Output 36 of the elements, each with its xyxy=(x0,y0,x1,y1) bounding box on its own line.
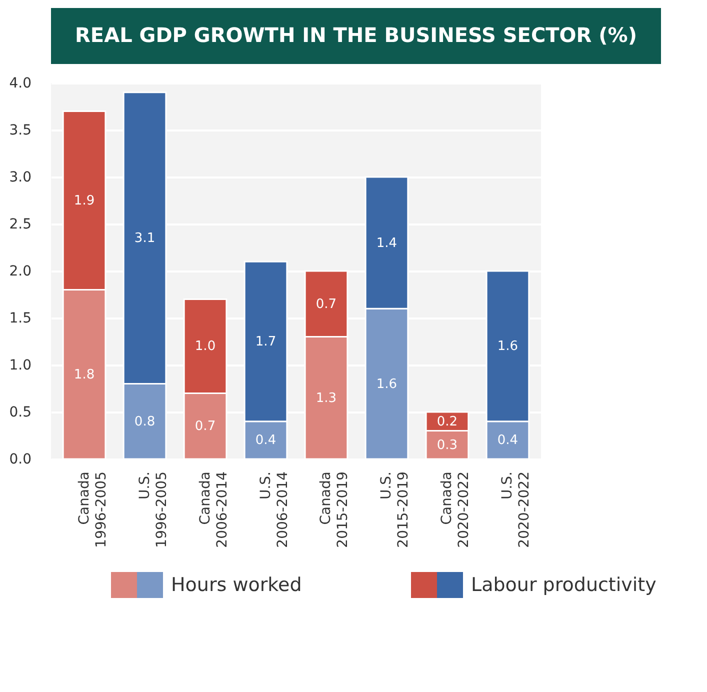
data-label: 1.6 xyxy=(376,376,398,392)
data-label: 1.7 xyxy=(255,334,276,350)
x-tick-label: Canada 1996-2005 xyxy=(76,472,110,548)
y-tick-label: 0.0 xyxy=(9,452,32,468)
data-label: 1.4 xyxy=(376,236,398,251)
y-tick-label: 1.5 xyxy=(9,310,32,326)
data-label: 1.8 xyxy=(74,367,95,382)
data-label: 0.4 xyxy=(255,433,276,448)
x-tick-label: Canada 2006-2014 xyxy=(197,471,230,548)
data-label: 1.3 xyxy=(316,390,337,406)
chart-title: REAL GDP GROWTH IN THE BUSINESS SECTOR (%) xyxy=(75,23,637,47)
data-label: 0.8 xyxy=(134,414,156,430)
y-tick-label: 2.5 xyxy=(9,216,32,232)
y-tick-label: 3.0 xyxy=(9,170,32,186)
x-tick-label: U.S. 2006-2014 xyxy=(258,471,291,548)
x-tick-label: Canada 2020-2022 xyxy=(439,472,472,548)
data-label: 1.6 xyxy=(497,339,518,354)
y-tick-label: 1.0 xyxy=(9,358,32,374)
y-tick-label: 0.5 xyxy=(9,404,32,420)
data-label: 0.2 xyxy=(436,414,458,430)
data-label: 0.4 xyxy=(497,433,518,448)
x-tick-label: U.S. 1996-2005 xyxy=(136,472,170,548)
y-tick-label: 3.5 xyxy=(9,122,32,138)
x-tick-label: Canada 2015-2019 xyxy=(318,472,352,548)
data-label: 0.7 xyxy=(316,296,337,312)
data-label: 0.3 xyxy=(436,438,458,453)
legend-label: Labour productivity xyxy=(471,574,656,596)
y-tick-label: 2.0 xyxy=(9,264,32,280)
data-label: 0.7 xyxy=(194,419,216,434)
y-tick-label: 4.0 xyxy=(9,76,32,92)
data-label: 1.9 xyxy=(74,194,95,208)
data-label: 3.1 xyxy=(134,231,156,246)
legend-label: Hours worked xyxy=(171,574,302,596)
x-tick-label: U.S. 2015-2019 xyxy=(378,472,412,548)
data-label: 1.0 xyxy=(194,339,216,354)
x-tick-label: U.S. 2020-2022 xyxy=(500,472,533,548)
